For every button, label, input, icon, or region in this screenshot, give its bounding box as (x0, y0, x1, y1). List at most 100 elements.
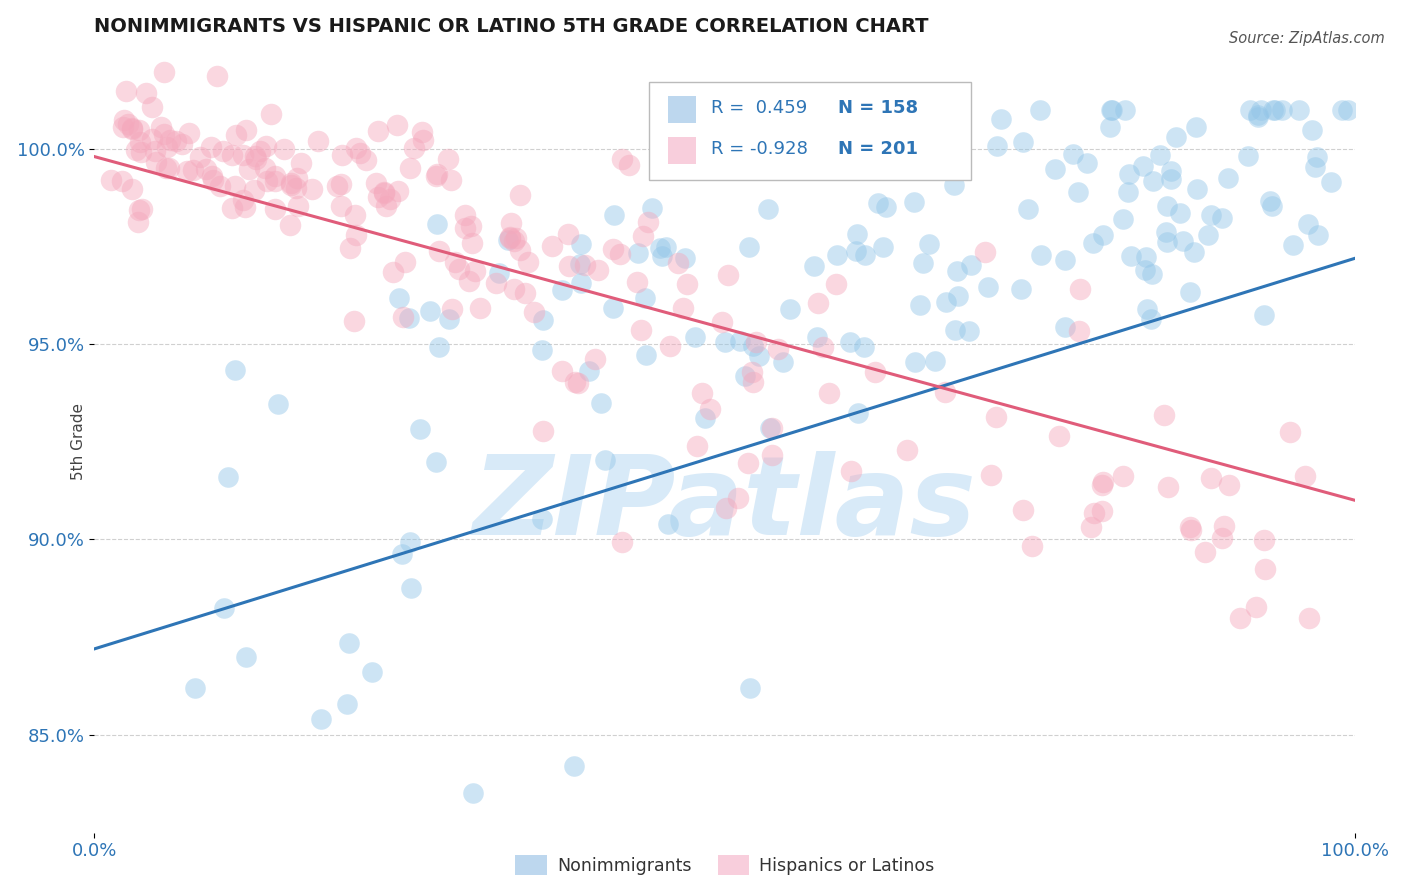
Point (903, 194, 925, 209)
Point (1092, 475, 1115, 489)
Point (574, 258, 596, 272)
Point (307, 134, 329, 148)
Point (1083, 506, 1105, 520)
Point (1246, 600, 1268, 615)
Point (948, 289, 970, 303)
Point (1296, 217, 1319, 231)
Point (825, 247, 848, 261)
Point (589, 395, 612, 409)
Point (1168, 206, 1191, 220)
Point (1142, 174, 1164, 188)
Point (807, 295, 830, 310)
Point (1160, 171, 1182, 186)
Point (1140, 312, 1163, 326)
Point (1136, 301, 1159, 316)
Text: NONIMMIGRANTS VS HISPANIC OR LATINO 5TH GRADE CORRELATION CHART: NONIMMIGRANTS VS HISPANIC OR LATINO 5TH … (94, 17, 929, 36)
Point (912, 162, 935, 177)
Point (741, 339, 763, 353)
Point (1081, 236, 1104, 251)
Point (441, 302, 464, 317)
Point (1091, 478, 1114, 492)
Point (399, 535, 422, 549)
Point (1320, 175, 1343, 189)
Point (904, 355, 927, 369)
Point (1121, 249, 1143, 263)
Point (1156, 235, 1178, 249)
Point (280, 176, 302, 190)
Point (541, 239, 564, 253)
Point (235, 649, 257, 664)
Point (523, 304, 546, 318)
Point (238, 162, 260, 177)
Point (360, 665, 382, 680)
Point (373, 186, 395, 200)
Point (176, 163, 198, 178)
Point (564, 375, 586, 389)
Point (329, 199, 352, 213)
Point (727, 491, 749, 505)
Text: N = 158: N = 158 (838, 99, 918, 117)
Point (610, 152, 633, 166)
Text: N = 201: N = 201 (838, 140, 918, 158)
Point (110, 174, 132, 188)
Point (1250, 103, 1272, 117)
Point (789, 139, 811, 153)
Point (513, 285, 536, 300)
Point (1254, 562, 1277, 576)
Point (398, 161, 420, 175)
Point (714, 334, 737, 349)
Point (1279, 425, 1302, 440)
Point (425, 169, 447, 183)
Point (637, 215, 659, 229)
Point (851, 145, 873, 159)
Point (1212, 519, 1234, 533)
Point (254, 161, 277, 176)
Point (1166, 130, 1188, 145)
Point (741, 366, 763, 380)
Point (745, 335, 768, 350)
Point (1135, 250, 1157, 264)
Point (617, 157, 640, 171)
Point (685, 329, 707, 343)
Point (263, 174, 285, 188)
Point (1247, 110, 1270, 124)
Point (221, 201, 243, 215)
Point (803, 260, 825, 274)
Point (1330, 103, 1353, 117)
Point (373, 185, 395, 199)
Point (676, 277, 699, 292)
Point (1337, 103, 1360, 117)
Point (1031, 248, 1053, 262)
Point (1199, 471, 1222, 485)
Point (980, 467, 1002, 482)
Point (461, 235, 484, 250)
Point (488, 266, 510, 280)
Point (1114, 103, 1136, 117)
Point (367, 124, 389, 138)
Point (779, 301, 801, 316)
Point (924, 354, 946, 368)
Point (960, 258, 983, 272)
Point (1216, 170, 1239, 185)
Point (811, 340, 834, 354)
Bar (668, 96, 696, 123)
Point (225, 128, 247, 142)
Point (419, 303, 441, 318)
Point (634, 348, 657, 362)
Point (627, 245, 650, 260)
Point (1047, 429, 1070, 443)
Point (530, 512, 553, 526)
Point (569, 257, 592, 271)
Point (1067, 185, 1090, 199)
Point (1301, 123, 1323, 137)
Point (1271, 103, 1294, 117)
Point (690, 385, 713, 400)
Point (1156, 199, 1178, 213)
Point (825, 277, 848, 292)
Point (641, 201, 664, 215)
Point (354, 153, 377, 167)
Point (845, 227, 868, 241)
Point (1237, 149, 1260, 163)
Point (278, 218, 301, 232)
Point (1099, 120, 1122, 134)
